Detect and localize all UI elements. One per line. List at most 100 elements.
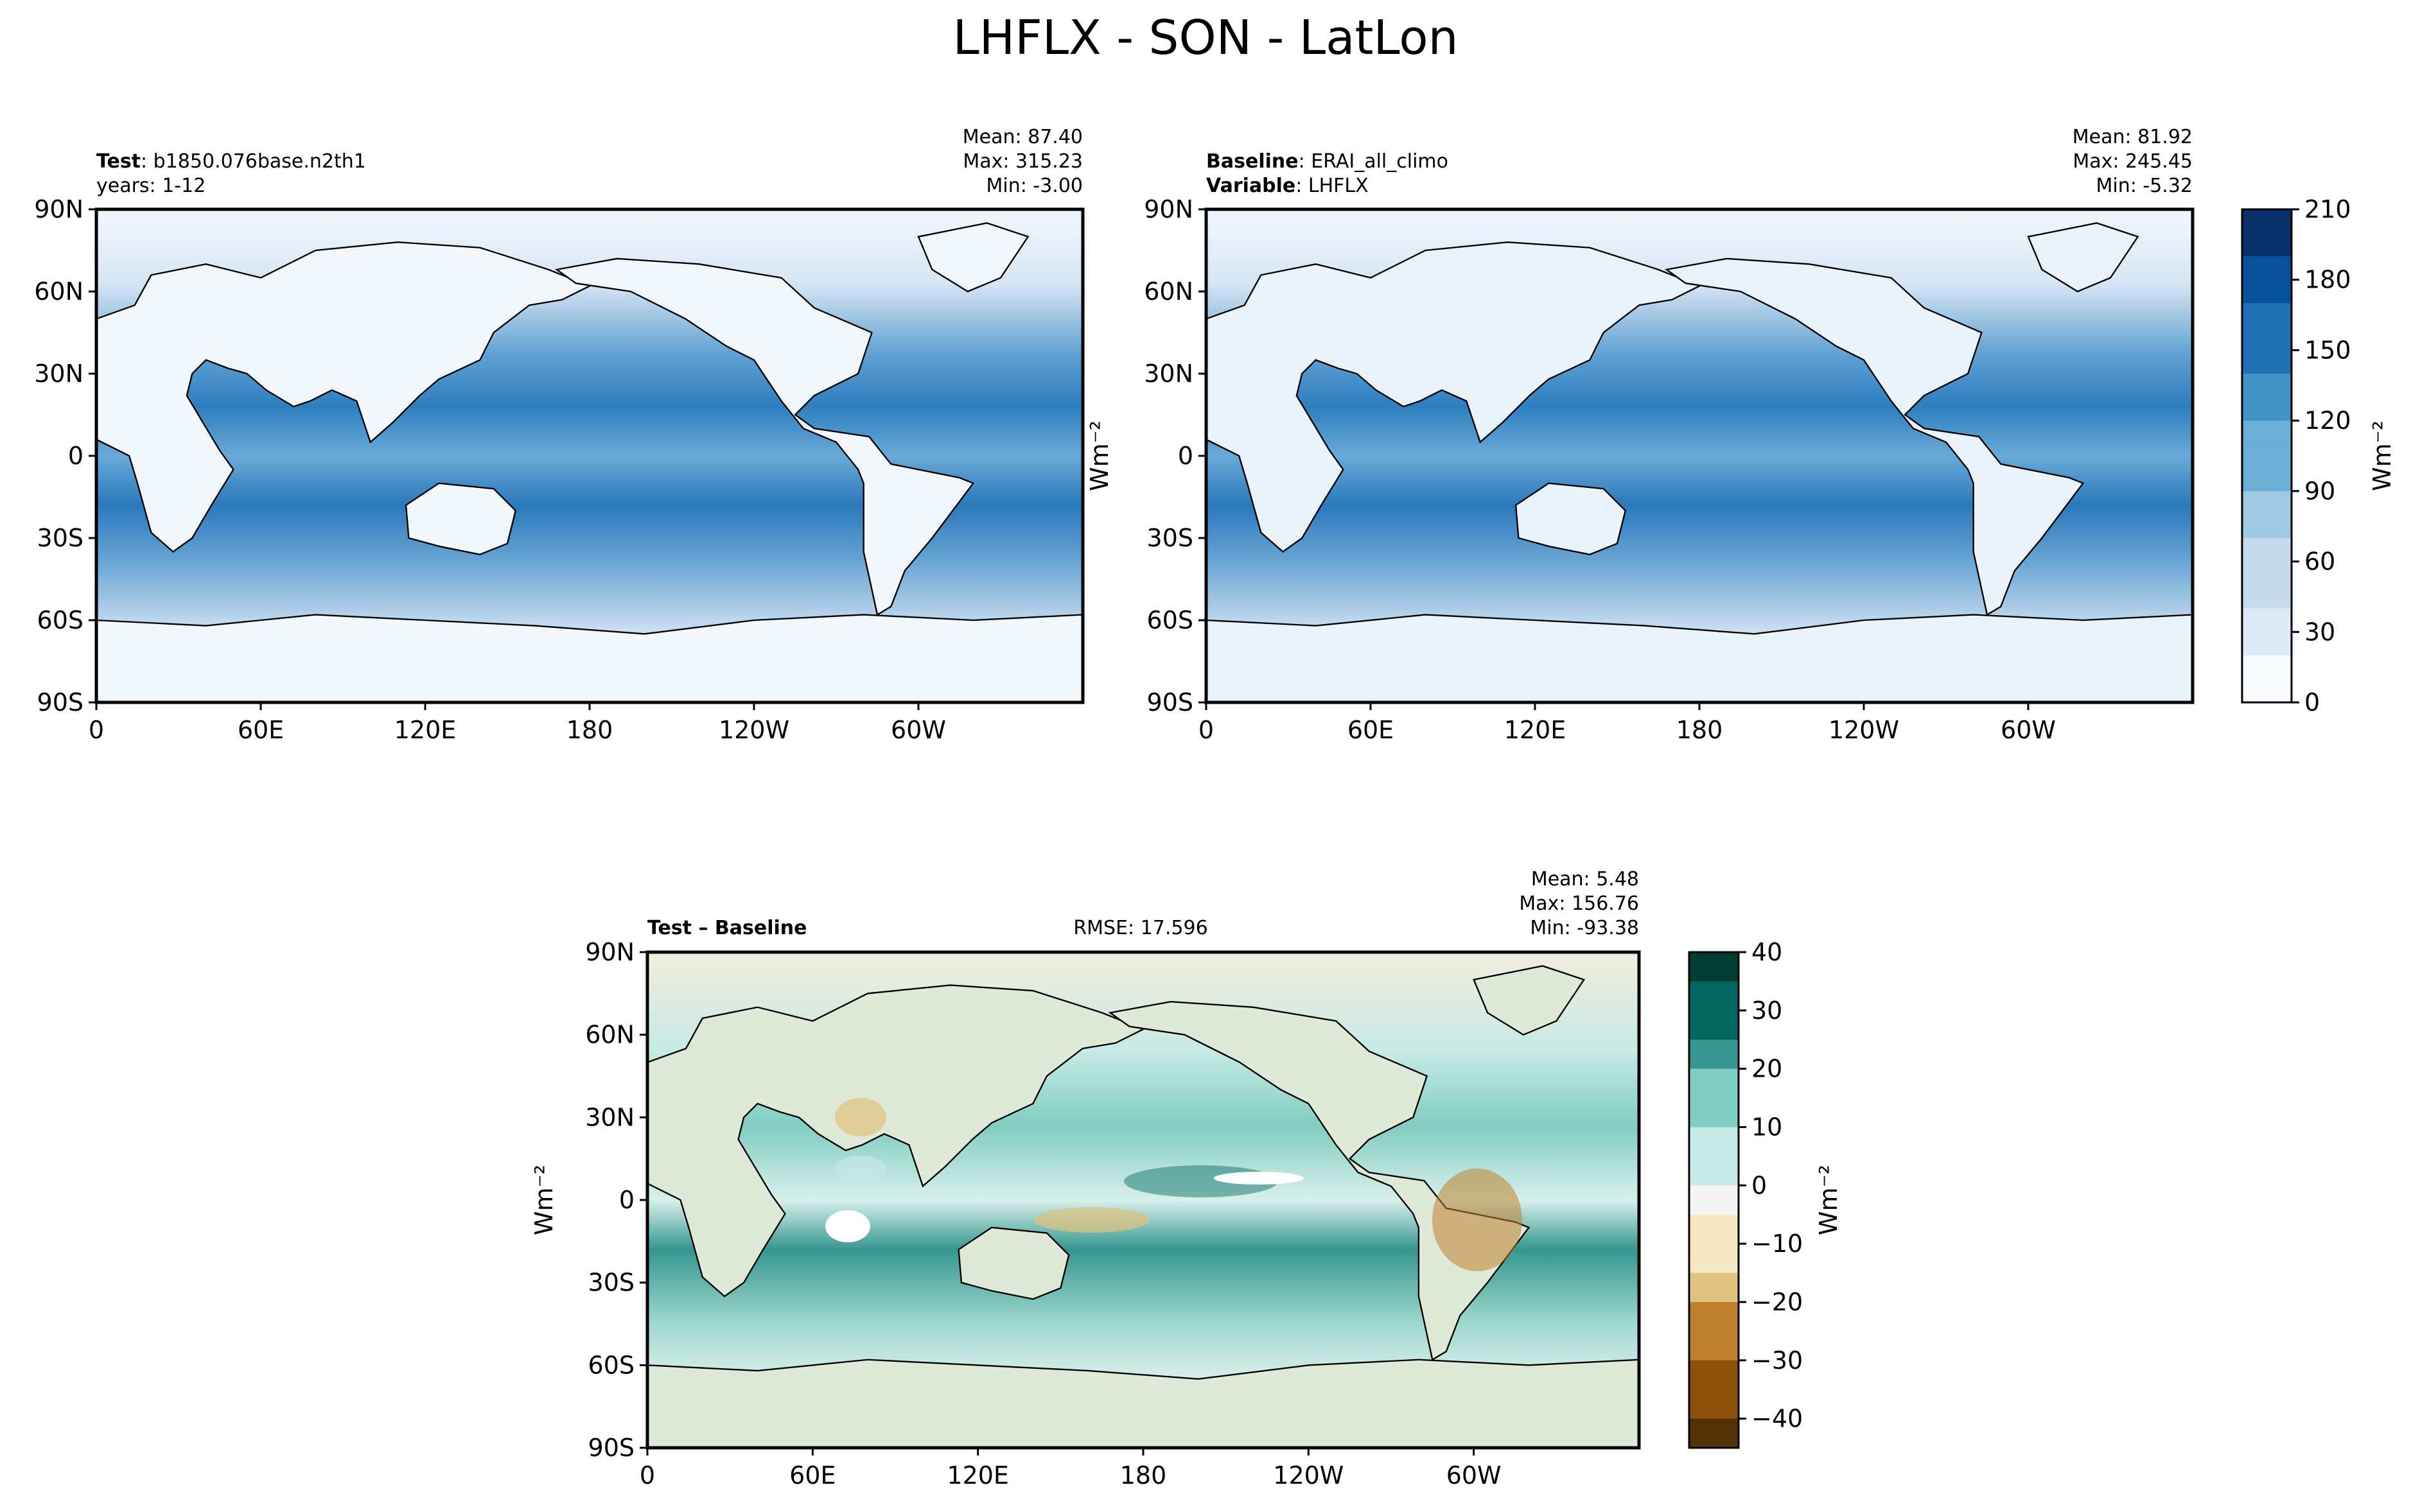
- baseline-map-field: [1204, 207, 2195, 704]
- colorbar-level: [2242, 256, 2292, 281]
- colorbar-level: [2242, 467, 2292, 492]
- colorbar-tick-label: 20: [1751, 1055, 1782, 1083]
- colorbar-main: 210 180 150 120 90 60 30 0 Wm⁻²: [2241, 195, 2396, 717]
- diff-y-axis: 90N 60N 30N 0 30S 60S 90S: [585, 938, 647, 1462]
- test-y-tick-label: 30N: [34, 360, 83, 388]
- colorbar-tick-label: −30: [1751, 1346, 1803, 1375]
- colorbar-level: [2242, 397, 2292, 421]
- diff-y-tick-label: 90N: [585, 938, 635, 966]
- colorbar-level: [2242, 585, 2292, 609]
- colorbar-tick-label: −40: [1751, 1405, 1803, 1433]
- colorbar-tick-label: −10: [1751, 1230, 1803, 1258]
- colorbar-level: [2242, 679, 2292, 703]
- baseline-x-tick-label: 180: [1676, 716, 1723, 744]
- test-y-tick-label: 0: [68, 442, 83, 470]
- colorbar-level: [1689, 981, 1739, 1011]
- colorbar-level: [1689, 1331, 1739, 1361]
- diff-y-tick-label: 30S: [588, 1269, 635, 1297]
- baseline-label: Baseline: ERAI_all_climo: [1206, 150, 1448, 173]
- colorbar-level: [2242, 232, 2292, 257]
- colorbar-level: [2242, 421, 2292, 445]
- baseline-x-tick-label: 60E: [1347, 716, 1394, 744]
- diff-x-tick-label: 0: [640, 1461, 655, 1490]
- colorbar-tick-label: 180: [2304, 266, 2351, 294]
- colorbar-level: [2242, 303, 2292, 327]
- colorbar-tick-label: 150: [2304, 336, 2351, 364]
- test-x-tick-label: 60E: [238, 716, 284, 744]
- baseline-y-tick-label: 60S: [1147, 606, 1193, 634]
- test-label-case: : b1850.076base.n2th1: [141, 150, 366, 173]
- diff-y-tick-label: 0: [619, 1186, 635, 1214]
- colorbar-level: [2242, 279, 2292, 304]
- diff-x-tick-label: 120E: [947, 1461, 1009, 1490]
- panel-baseline: Baseline: ERAI_all_climo Variable: LHFLX…: [1085, 126, 2195, 744]
- test-x-tick-label: 0: [89, 716, 104, 744]
- colorbar-tick-label: 30: [2304, 618, 2335, 646]
- colorbar-tick-label: 210: [2304, 195, 2351, 223]
- diff-stat-min: Min: -93.38: [1530, 917, 1639, 939]
- diff-label: Test – Baseline: [647, 917, 807, 939]
- diff-map-field: [645, 950, 1641, 1450]
- diff-x-tick-label: 60W: [1446, 1461, 1502, 1490]
- test-y-tick-label: 60N: [34, 277, 83, 306]
- baseline-y-tick-label: 90N: [1144, 195, 1193, 223]
- colorbar-tick-label: 40: [1751, 938, 1782, 966]
- colorbar-diff: 40 30 20 10 0 −10 −20 −30 −40 Wm⁻²: [1688, 938, 1843, 1449]
- colorbar-level: [1689, 1127, 1739, 1157]
- test-y-axis: 90N 60N 30N 0 30S 60S 90S: [34, 195, 96, 717]
- baseline-variable: Variable: LHFLX: [1206, 175, 1369, 197]
- colorbar-level: [2242, 444, 2292, 468]
- colorbar-level: [1689, 1068, 1739, 1099]
- test-x-tick-label: 120E: [394, 716, 457, 744]
- test-x-axis: 0 60E 120E 180 120W 60W: [89, 702, 946, 744]
- baseline-variable-bold: Variable: [1206, 175, 1295, 197]
- test-stat-min: Min: -3.00: [986, 175, 1083, 197]
- test-y-tick-label: 90S: [37, 688, 83, 717]
- units-label-bottom: Wm⁻²: [530, 1165, 558, 1235]
- baseline-y-tick-label: 30N: [1144, 360, 1193, 388]
- diff-y-tick-label: 60S: [588, 1351, 635, 1379]
- colorbar-level: [1689, 1360, 1739, 1390]
- baseline-stat-min: Min: -5.32: [2096, 175, 2193, 197]
- colorbar-tick-label: 0: [1751, 1171, 1767, 1199]
- baseline-variable-name: : LHFLX: [1295, 175, 1368, 197]
- colorbar-level: [1689, 1244, 1739, 1274]
- test-map-field: [94, 207, 1085, 704]
- colorbar-main-label: Wm⁻²: [2368, 421, 2396, 491]
- diff-stat-mean: Mean: 5.48: [1531, 868, 1639, 891]
- colorbar-level: [1689, 1214, 1739, 1244]
- colorbar-level: [1689, 1010, 1739, 1040]
- colorbar-level: [1689, 1039, 1739, 1070]
- colorbar-diff-ticks: 40 30 20 10 0 −10 −20 −30 −40: [1739, 938, 1803, 1433]
- colorbar-level: [2242, 632, 2292, 656]
- diff-y-tick-label: 60N: [585, 1021, 635, 1049]
- colorbar-level: [1689, 1098, 1739, 1128]
- baseline-y-tick-label: 0: [1178, 442, 1193, 470]
- colorbar-tick-label: 90: [2304, 477, 2335, 505]
- diff-stat-max: Max: 156.76: [1519, 892, 1639, 915]
- colorbar-level: [2242, 374, 2292, 398]
- diff-x-tick-label: 60E: [789, 1461, 836, 1490]
- colorbar-level: [2242, 538, 2292, 562]
- colorbar-level: [1689, 1301, 1739, 1332]
- baseline-label-bold: Baseline: [1206, 150, 1299, 173]
- test-y-tick-label: 60S: [37, 606, 83, 634]
- baseline-x-tick-label: 60W: [2001, 716, 2056, 744]
- test-label: Test: b1850.076base.n2th1: [96, 150, 366, 173]
- test-label-bold: Test: [96, 150, 141, 173]
- test-x-tick-label: 60W: [891, 716, 946, 744]
- baseline-x-axis: 0 60E 120E 180 120W 60W: [1198, 702, 2056, 744]
- colorbar-level: [2242, 326, 2292, 351]
- test-y-tick-label: 90N: [34, 195, 83, 223]
- colorbar-level: [2242, 608, 2292, 632]
- colorbar-level: [2242, 209, 2292, 234]
- colorbar-level: [1689, 952, 1739, 982]
- panel-test: Test: b1850.076base.n2th1 years: 1-12 Me…: [34, 126, 1085, 744]
- colorbar-level: [1689, 1185, 1739, 1215]
- test-x-tick-label: 180: [566, 716, 613, 744]
- colorbar-level: [1689, 1418, 1739, 1448]
- panel-difference: Test – Baseline RMSE: 17.596 Mean: 5.48 …: [530, 868, 1641, 1490]
- colorbar-diff-levels: [1689, 952, 1739, 1448]
- diff-y-tick-label: 90S: [588, 1434, 635, 1462]
